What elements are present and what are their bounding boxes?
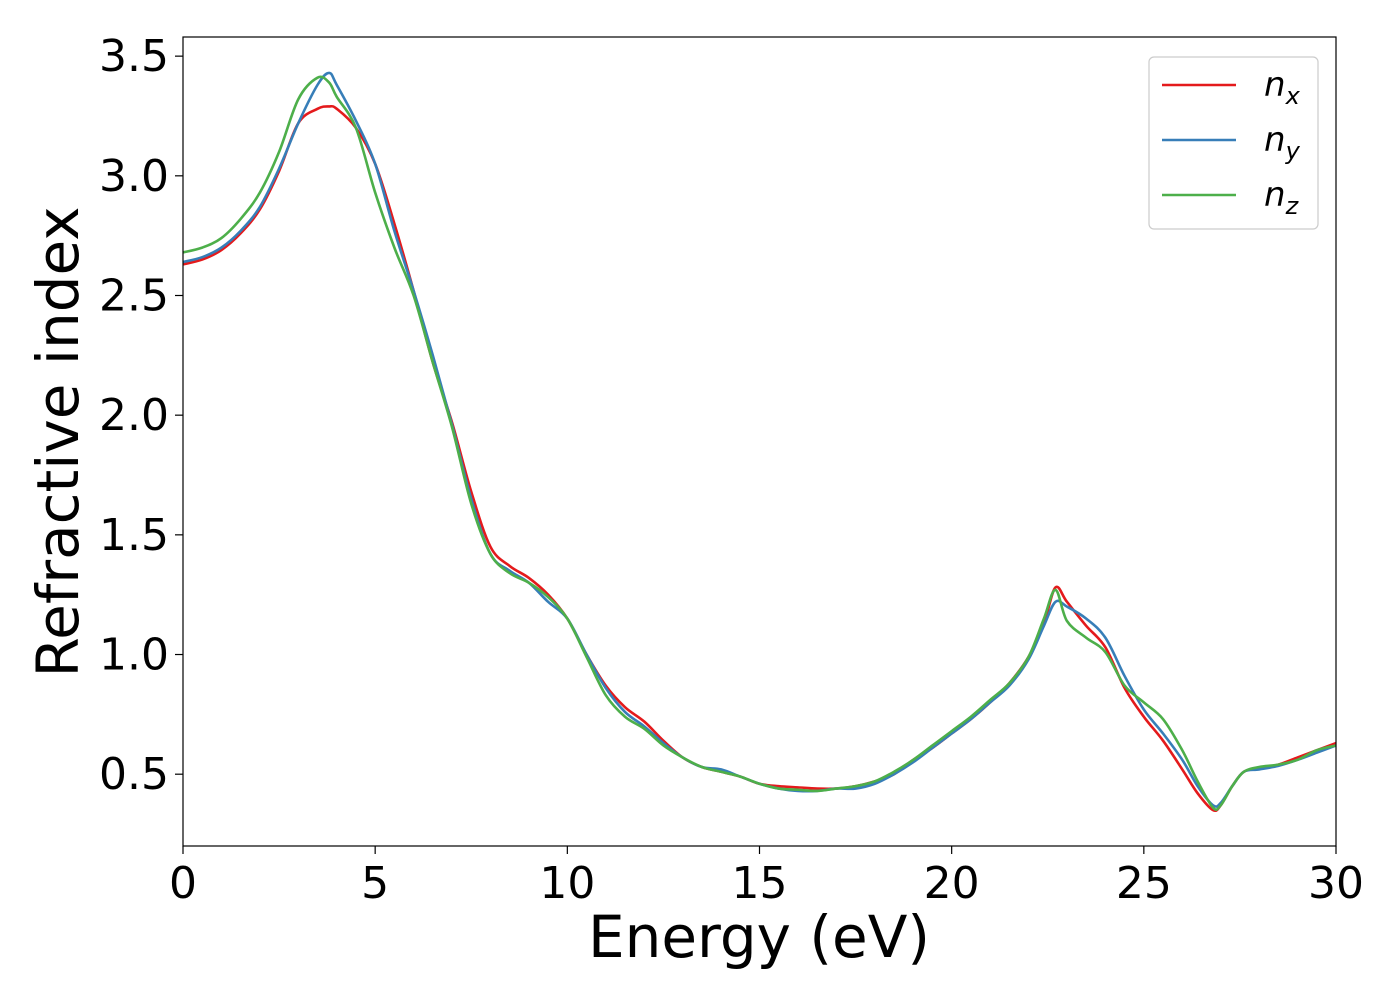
legend-label-base: n xyxy=(1264,175,1286,215)
legend-label-base: n xyxy=(1264,120,1286,160)
x-tick-label: 15 xyxy=(732,858,788,909)
axes: 0 5 10 15 20 25 30 0.5 1.0 1.5 2.0 2.5 3.0 3.5 xyxy=(99,31,1364,909)
legend-label-subscript: z xyxy=(1285,192,1300,220)
y-tick-label: 2.0 xyxy=(99,390,169,441)
x-tick-label: 10 xyxy=(539,858,595,909)
series-group xyxy=(183,71,1336,813)
legend-label-base: n xyxy=(1264,65,1286,105)
series-line-z xyxy=(183,75,1336,811)
y-tick-label: 1.5 xyxy=(99,510,169,561)
x-tick-label: 0 xyxy=(169,858,197,909)
x-axis-label: Energy (eV) xyxy=(588,903,930,971)
x-tick-label: 5 xyxy=(361,858,389,909)
y-tick-label: 0.5 xyxy=(99,749,169,800)
legend-label-y: ny xyxy=(1264,120,1301,165)
y-axis-label: Refractive index xyxy=(24,206,92,677)
legend-label-x: nx xyxy=(1264,65,1301,110)
x-tick-label: 30 xyxy=(1308,858,1364,909)
x-tick-label: 25 xyxy=(1116,858,1172,909)
legend-label-z: nz xyxy=(1264,175,1300,220)
y-tick-label: 3.5 xyxy=(99,31,169,82)
legend-box xyxy=(1148,56,1319,230)
x-tick-label: 20 xyxy=(924,858,980,909)
y-tick-label: 1.0 xyxy=(99,630,169,681)
y-tick-label: 2.5 xyxy=(99,270,169,321)
y-tick-label: 3.0 xyxy=(99,151,169,202)
legend-label-subscript: y xyxy=(1285,137,1301,165)
legend-label-subscript: x xyxy=(1285,82,1301,110)
